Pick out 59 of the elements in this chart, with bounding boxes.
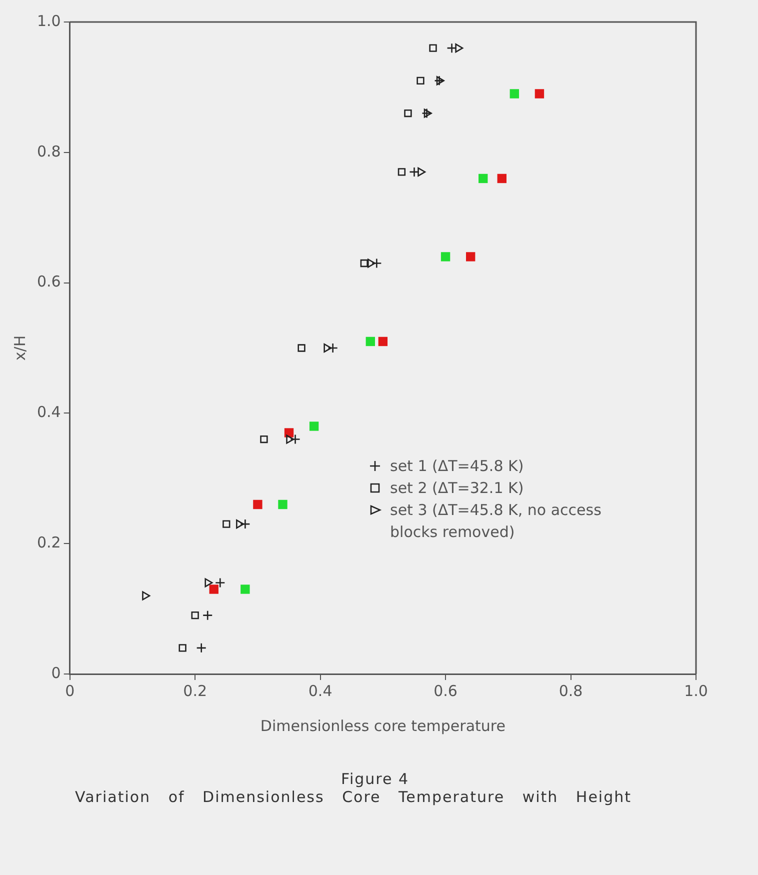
y-tick-label: 0.4 (36, 403, 61, 422)
point (286, 434, 294, 444)
x-tick-label: 1.0 (684, 682, 708, 700)
point (278, 500, 288, 510)
y-tick-label: 0 (51, 664, 61, 682)
point (236, 519, 244, 529)
point (298, 344, 306, 352)
point (360, 259, 368, 268)
x-tick-label: 0.4 (308, 682, 332, 700)
point (366, 336, 375, 346)
point (328, 342, 338, 354)
point (178, 644, 186, 652)
point (191, 611, 199, 620)
legend-label: set 1 (ΔT=45.8 K) (390, 456, 524, 477)
point (466, 252, 476, 262)
point (416, 76, 424, 85)
x-tick-label: 0.8 (558, 682, 583, 700)
point (378, 336, 388, 346)
point (209, 584, 218, 594)
point (478, 174, 488, 184)
point (202, 610, 213, 620)
x-axis-title: Dimensionless core temperature (260, 716, 506, 735)
x-tick-label: 0.2 (183, 682, 208, 700)
point (204, 578, 213, 588)
point (222, 520, 230, 528)
x-tick-label: 0 (65, 682, 75, 700)
point (142, 591, 150, 600)
y-tick-label: 0.2 (36, 533, 61, 552)
legend-label: set 3 (ΔT=45.8 K, no access blocks removed) (390, 500, 602, 543)
text: Variation of Dimensionless Core Temperature with Height (75, 788, 633, 806)
point (409, 166, 420, 178)
point (368, 258, 376, 268)
point (534, 89, 544, 98)
point (290, 434, 300, 444)
point (398, 168, 406, 176)
x-tick-label: 0.6 (434, 682, 458, 700)
point (446, 42, 457, 54)
point (309, 422, 319, 431)
point (260, 435, 268, 444)
point (418, 167, 426, 177)
point (372, 258, 382, 268)
point (440, 252, 450, 262)
point (324, 343, 332, 353)
point (214, 578, 226, 588)
y-axis-title: x/H (10, 335, 29, 361)
point (455, 44, 464, 53)
y-tick-label: 1.0 (36, 12, 61, 30)
point (196, 642, 206, 654)
point (240, 518, 250, 530)
y-tick-label: 0.6 (36, 272, 61, 291)
point (429, 44, 437, 52)
point (404, 109, 412, 118)
point (240, 584, 250, 594)
y-tick-label: 0.8 (36, 142, 61, 160)
legend-label: set 2 (ΔT=32.1 K) (390, 478, 524, 499)
point (510, 89, 520, 98)
text: Figure 4 (340, 770, 410, 788)
point (253, 500, 262, 510)
point (497, 174, 506, 184)
